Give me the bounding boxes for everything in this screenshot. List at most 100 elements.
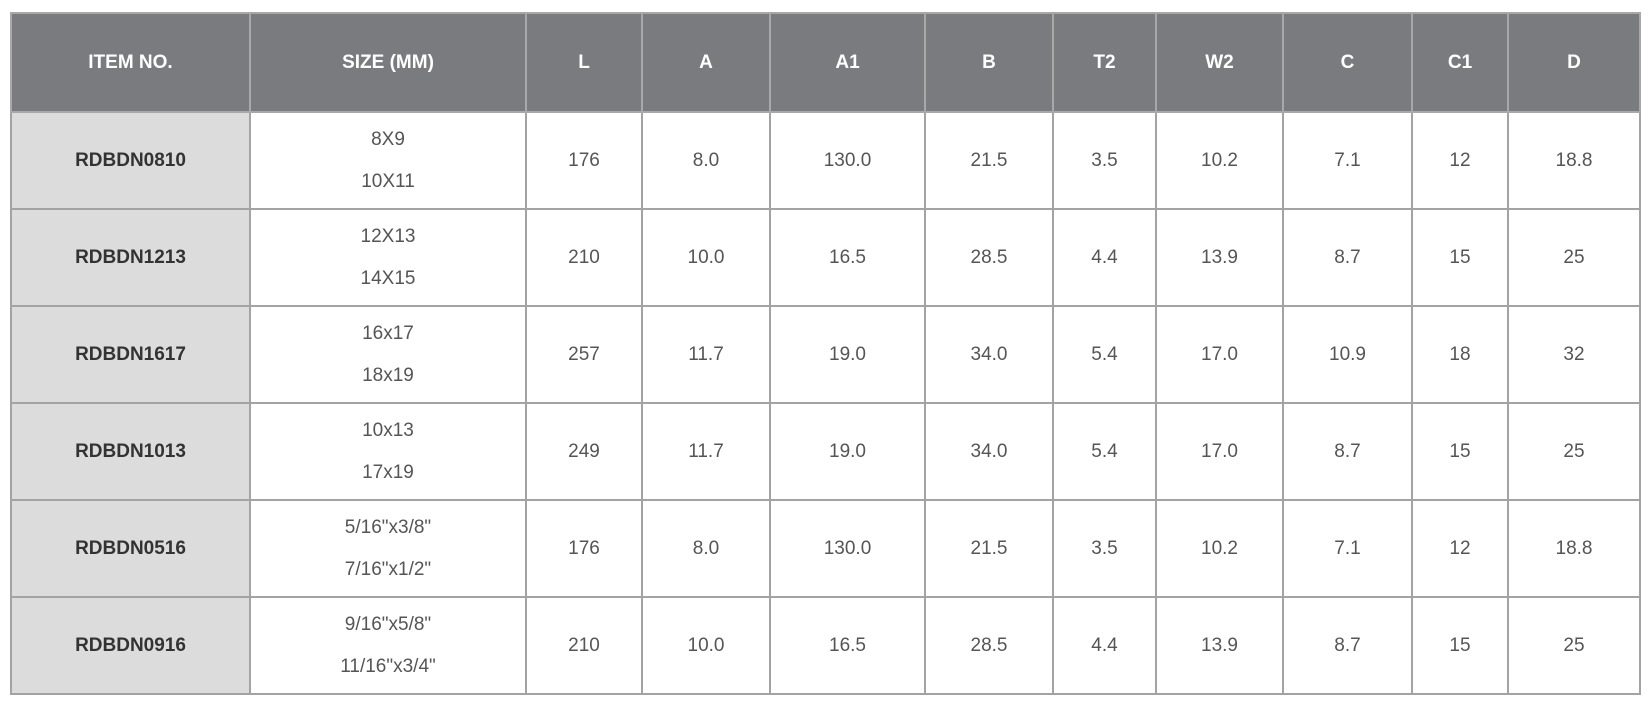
- value-cell: 34.0: [924, 402, 1054, 501]
- spec-table-wrap: ITEM NO. SIZE (MM) L A A1 B T2 W2 C C1 D RDBDN0810…: [10, 12, 1641, 695]
- value-cell: 10.2: [1155, 111, 1284, 210]
- value-cell: 130.0: [769, 499, 926, 598]
- value-cell: 25: [1507, 208, 1641, 307]
- size-cell: 10x13 17x19: [249, 402, 527, 501]
- table-row: RDBDN1617 16x17 18x19 257 11.7 19.0 34.0 5.4 17.…: [10, 305, 1641, 404]
- value-cell: 25: [1507, 596, 1641, 695]
- value-cell: 4.4: [1052, 208, 1157, 307]
- size-line: 12X13: [360, 225, 416, 247]
- value-cell: 8.7: [1282, 402, 1413, 501]
- table-body: RDBDN0810 8X9 10X11 176 8.0 130.0 21.5 3.5 10.2 7…: [10, 111, 1641, 695]
- header-cell: L: [525, 12, 643, 113]
- value-cell: 21.5: [924, 499, 1054, 598]
- header-cell: C1: [1411, 12, 1509, 113]
- size-line: 17x19: [362, 461, 414, 483]
- value-cell: 249: [525, 402, 643, 501]
- value-cell: 5.4: [1052, 305, 1157, 404]
- value-cell: 19.0: [769, 305, 926, 404]
- size-line: 5/16"x3/8": [344, 516, 432, 538]
- header-cell: ITEM NO.: [10, 12, 251, 113]
- value-cell: 17.0: [1155, 402, 1284, 501]
- header-row: ITEM NO. SIZE (MM) L A A1 B T2 W2 C C1 D: [10, 12, 1641, 113]
- value-cell: 8.0: [641, 499, 771, 598]
- value-cell: 10.0: [641, 208, 771, 307]
- size-cell: 16x17 18x19: [249, 305, 527, 404]
- value-cell: 12: [1411, 499, 1509, 598]
- item-cell: RDBDN0810: [10, 111, 251, 210]
- value-cell: 28.5: [924, 208, 1054, 307]
- item-cell: RDBDN1213: [10, 208, 251, 307]
- size-cell: 8X9 10X11: [249, 111, 527, 210]
- value-cell: 8.7: [1282, 596, 1413, 695]
- header-cell: A: [641, 12, 771, 113]
- value-cell: 15: [1411, 208, 1509, 307]
- value-cell: 210: [525, 596, 643, 695]
- value-cell: 13.9: [1155, 596, 1284, 695]
- value-cell: 5.4: [1052, 402, 1157, 501]
- value-cell: 28.5: [924, 596, 1054, 695]
- table-row: RDBDN0810 8X9 10X11 176 8.0 130.0 21.5 3.5 10.2 7…: [10, 111, 1641, 210]
- size-cell: 12X13 14X15: [249, 208, 527, 307]
- item-cell: RDBDN1013: [10, 402, 251, 501]
- header-cell: D: [1507, 12, 1641, 113]
- value-cell: 16.5: [769, 596, 926, 695]
- value-cell: 10.0: [641, 596, 771, 695]
- value-cell: 25: [1507, 402, 1641, 501]
- value-cell: 11.7: [641, 305, 771, 404]
- value-cell: 7.1: [1282, 499, 1413, 598]
- value-cell: 17.0: [1155, 305, 1284, 404]
- size-cell: 9/16"x5/8" 11/16"x3/4": [249, 596, 527, 695]
- header-cell: C: [1282, 12, 1413, 113]
- value-cell: 21.5: [924, 111, 1054, 210]
- value-cell: 7.1: [1282, 111, 1413, 210]
- value-cell: 19.0: [769, 402, 926, 501]
- value-cell: 4.4: [1052, 596, 1157, 695]
- value-cell: 18: [1411, 305, 1509, 404]
- value-cell: 10.9: [1282, 305, 1413, 404]
- table-row: RDBDN0916 9/16"x5/8" 11/16"x3/4" 210 10.0 16.…: [10, 596, 1641, 695]
- table-row: RDBDN1213 12X13 14X15 210 10.0 16.5 28.5 4.4 13.…: [10, 208, 1641, 307]
- value-cell: 8.0: [641, 111, 771, 210]
- size-cell: 5/16"x3/8" 7/16"x1/2": [249, 499, 527, 598]
- value-cell: 257: [525, 305, 643, 404]
- value-cell: 11.7: [641, 402, 771, 501]
- value-cell: 210: [525, 208, 643, 307]
- header-cell: B: [924, 12, 1054, 113]
- value-cell: 32: [1507, 305, 1641, 404]
- header-cell: A1: [769, 12, 926, 113]
- value-cell: 13.9: [1155, 208, 1284, 307]
- item-cell: RDBDN1617: [10, 305, 251, 404]
- size-line: 7/16"x1/2": [344, 558, 432, 580]
- size-line: 10x13: [362, 419, 414, 441]
- value-cell: 16.5: [769, 208, 926, 307]
- value-cell: 3.5: [1052, 111, 1157, 210]
- value-cell: 15: [1411, 596, 1509, 695]
- table-row: RDBDN0516 5/16"x3/8" 7/16"x1/2" 176 8.0 130.0…: [10, 499, 1641, 598]
- value-cell: 8.7: [1282, 208, 1413, 307]
- size-line: 10X11: [361, 170, 415, 192]
- spec-table: ITEM NO. SIZE (MM) L A A1 B T2 W2 C C1 D RDBDN0810…: [10, 12, 1641, 695]
- item-cell: RDBDN0916: [10, 596, 251, 695]
- size-line: 8X9: [371, 128, 405, 150]
- value-cell: 176: [525, 111, 643, 210]
- item-cell: RDBDN0516: [10, 499, 251, 598]
- value-cell: 34.0: [924, 305, 1054, 404]
- value-cell: 18.8: [1507, 499, 1641, 598]
- size-line: 9/16"x5/8": [344, 613, 432, 635]
- header-cell: SIZE (MM): [249, 12, 527, 113]
- table-row: RDBDN1013 10x13 17x19 249 11.7 19.0 34.0 5.4 17.…: [10, 402, 1641, 501]
- size-line: 16x17: [362, 322, 414, 344]
- value-cell: 18.8: [1507, 111, 1641, 210]
- header-cell: T2: [1052, 12, 1157, 113]
- header-cell: W2: [1155, 12, 1284, 113]
- value-cell: 12: [1411, 111, 1509, 210]
- value-cell: 176: [525, 499, 643, 598]
- value-cell: 130.0: [769, 111, 926, 210]
- size-line: 14X15: [360, 267, 416, 289]
- size-line: 18x19: [362, 364, 414, 386]
- size-line: 11/16"x3/4": [340, 655, 436, 677]
- value-cell: 3.5: [1052, 499, 1157, 598]
- value-cell: 10.2: [1155, 499, 1284, 598]
- value-cell: 15: [1411, 402, 1509, 501]
